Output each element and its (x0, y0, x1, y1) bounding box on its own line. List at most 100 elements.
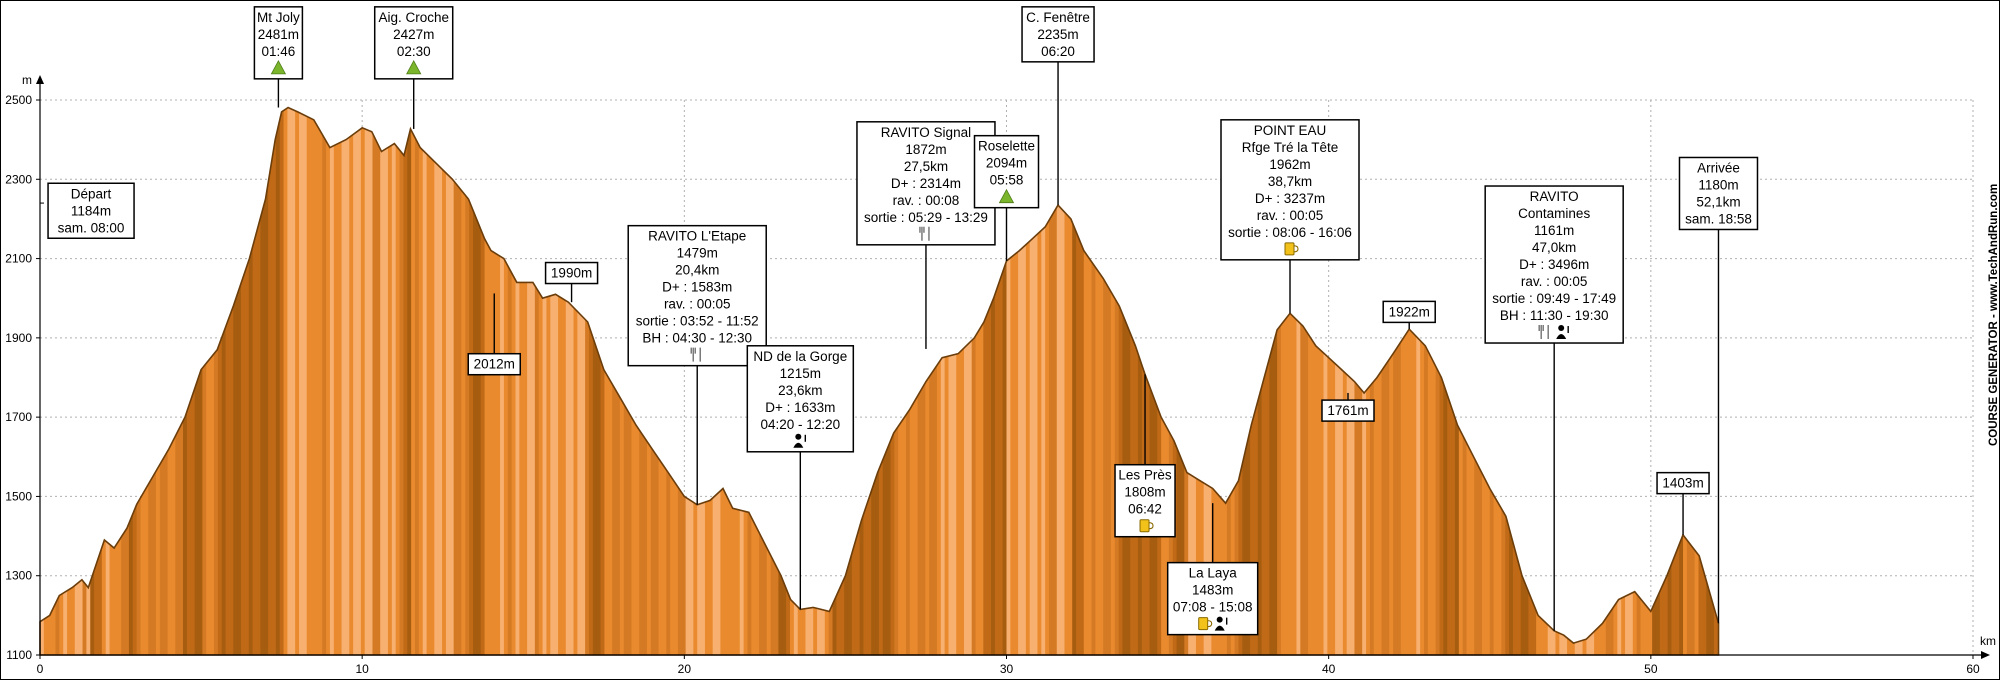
y-axis-arrow (36, 75, 44, 84)
slope-segment (971, 107, 977, 655)
annotation-text: 02:30 (397, 44, 431, 59)
slope-segment (252, 107, 258, 655)
x-tick-label: 30 (1000, 662, 1014, 676)
slope-segment (1072, 107, 1077, 655)
slope-segment (558, 107, 563, 655)
slope-segment (241, 107, 246, 655)
slope-segment (407, 107, 412, 655)
slope-segment (465, 107, 470, 655)
slope-segment (1288, 107, 1294, 655)
annotation-box (1220, 119, 1360, 261)
y-tick-label: 1300 (5, 569, 32, 583)
profile-outline (39, 106, 1720, 656)
annotation-box (1321, 399, 1375, 422)
slope-segment (445, 107, 451, 655)
slope-segment (1014, 107, 1019, 655)
annotation-text: RAVITO Signal (881, 125, 971, 140)
y-tick-label: 2500 (5, 93, 32, 107)
annotation-text: C. Fenêtre (1026, 10, 1090, 25)
slope-segment (1126, 107, 1131, 655)
slope-segment (225, 107, 231, 655)
slope-segment (395, 107, 401, 655)
annotation-box (1382, 300, 1436, 324)
slope-segment (318, 107, 323, 655)
slope-segment (569, 107, 575, 655)
slope-segment (233, 107, 238, 655)
annotation-text: 01:46 (262, 44, 296, 59)
annotation-text: BH : 11:30 - 19:30 (1500, 308, 1609, 323)
slope-segment (480, 107, 486, 655)
slope-segment (1265, 107, 1270, 655)
annotation-text: sortie : 03:52 - 11:52 (636, 314, 759, 329)
annotation-text: D+ : 1583m (662, 280, 732, 295)
slope-segment (306, 107, 312, 655)
annotation-text: 23,6km (778, 383, 822, 398)
slope-segment (1052, 107, 1058, 655)
slope-segment (1420, 107, 1425, 655)
slope-segment (944, 107, 950, 655)
slope-segment (415, 107, 420, 655)
annotation-box (1678, 156, 1759, 231)
slope-segment (1273, 107, 1278, 655)
checkpoint-annotation: C. Fenêtre 2235m 06:20 (1021, 6, 1095, 206)
annotation-text: 2427m (393, 27, 434, 42)
slope-segment (360, 107, 366, 655)
annotation-text: 1483m (1192, 583, 1233, 598)
slope-segment (998, 107, 1004, 655)
slope-segment (221, 107, 227, 655)
slope-segment (1269, 107, 1274, 655)
annotation-text: 27,5km (904, 159, 948, 174)
slope-segment (1335, 107, 1340, 655)
slope-segment (1280, 107, 1286, 655)
slope-segment (496, 107, 501, 655)
annotation-text: 2094m (986, 156, 1027, 171)
slope-segment (956, 107, 961, 655)
axes: 1100 1300 1500 1700 1900 2100 2300 2500 0 10 20 30 4… (5, 75, 1990, 676)
y-tick-label: 1500 (5, 489, 32, 503)
slope-segment (534, 107, 540, 655)
slope-segment (948, 107, 953, 655)
slope-segment (500, 107, 505, 655)
annotation-box (1021, 6, 1095, 63)
annotation-text: Rfge Tré la Tête (1242, 140, 1339, 155)
annotation-text: 1761m (1327, 403, 1368, 418)
annotation-box (467, 352, 522, 376)
slope-segment (585, 107, 590, 655)
slope-segment (260, 107, 265, 655)
slope-segment (1018, 107, 1023, 655)
slope-segment (484, 107, 490, 655)
annotation-text: RAVITO (1530, 189, 1579, 204)
checkpoint-annotation: Mt Joly 2481m 01:46 (253, 6, 304, 108)
slope-segment (1424, 107, 1429, 655)
slope-segment (538, 107, 544, 655)
slope-segment (380, 107, 385, 655)
slope-segment (1350, 107, 1356, 655)
annotation-text: 05:58 (990, 173, 1024, 188)
annotation-text: 47,0km (1532, 240, 1576, 255)
slope-segment (511, 107, 517, 655)
annotation-text: rav. : 00:05 (1521, 274, 1588, 289)
slope-segment (1296, 107, 1301, 655)
checkpoint-annotation: La Laya 1483m 07:08 - 15:08 (1166, 503, 1259, 636)
drink-icon (1198, 617, 1213, 631)
slope-segment (991, 107, 996, 655)
annotation-text: BH : 04:30 - 12:30 (642, 331, 752, 346)
annotation-text: 1403m (1662, 476, 1703, 491)
annotation-text: 04:20 - 12:20 (761, 417, 841, 432)
slope-segment (1431, 107, 1437, 655)
slope-segment (349, 107, 354, 655)
annotation-box (1166, 561, 1259, 636)
slope-segment (1060, 107, 1066, 655)
slope-segment (314, 107, 319, 655)
slope-segment (1416, 107, 1421, 655)
slope-segment (1385, 107, 1390, 655)
checkpoint-annotation: Arrivée 1180m 52,1km sam. 18:58 (1678, 156, 1759, 624)
annotation-text: 38,7km (1268, 174, 1312, 189)
slope-segment (1033, 107, 1039, 655)
annotation-box (627, 224, 767, 367)
annotation-text: La Laya (1189, 566, 1238, 581)
checkpoint-annotation: Les Près 1808m 06:42 (1114, 374, 1176, 538)
slope-segment (337, 107, 343, 655)
slope-segment (1103, 107, 1108, 655)
slope-segment (353, 107, 358, 655)
